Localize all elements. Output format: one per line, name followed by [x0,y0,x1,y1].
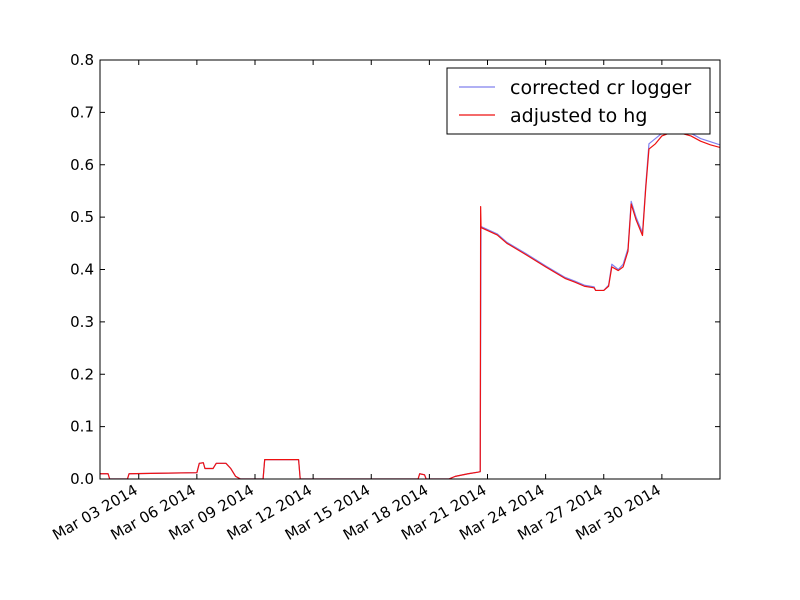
y-tick-label: 0.2 [70,365,94,383]
y-tick-label: 0.4 [70,261,94,279]
y-tick-label: 0.3 [70,313,94,331]
legend-label: corrected cr logger [510,77,691,99]
series-layer [100,129,720,479]
y-tick-label: 0.1 [70,418,94,436]
plot-frame [99,59,721,480]
series-line-2 [100,131,720,479]
legend-label: adjusted to hg [510,105,647,127]
y-tick-label: 0.6 [70,156,94,174]
y-tick-label: 0.5 [70,208,94,226]
legend-box [446,67,711,135]
legend: corrected cr logger adjusted to hg [446,67,711,135]
y-tick-label: 0.0 [70,470,94,488]
y-tick-label: 0.7 [70,103,94,121]
y-tick-label: 0.8 [70,51,94,69]
